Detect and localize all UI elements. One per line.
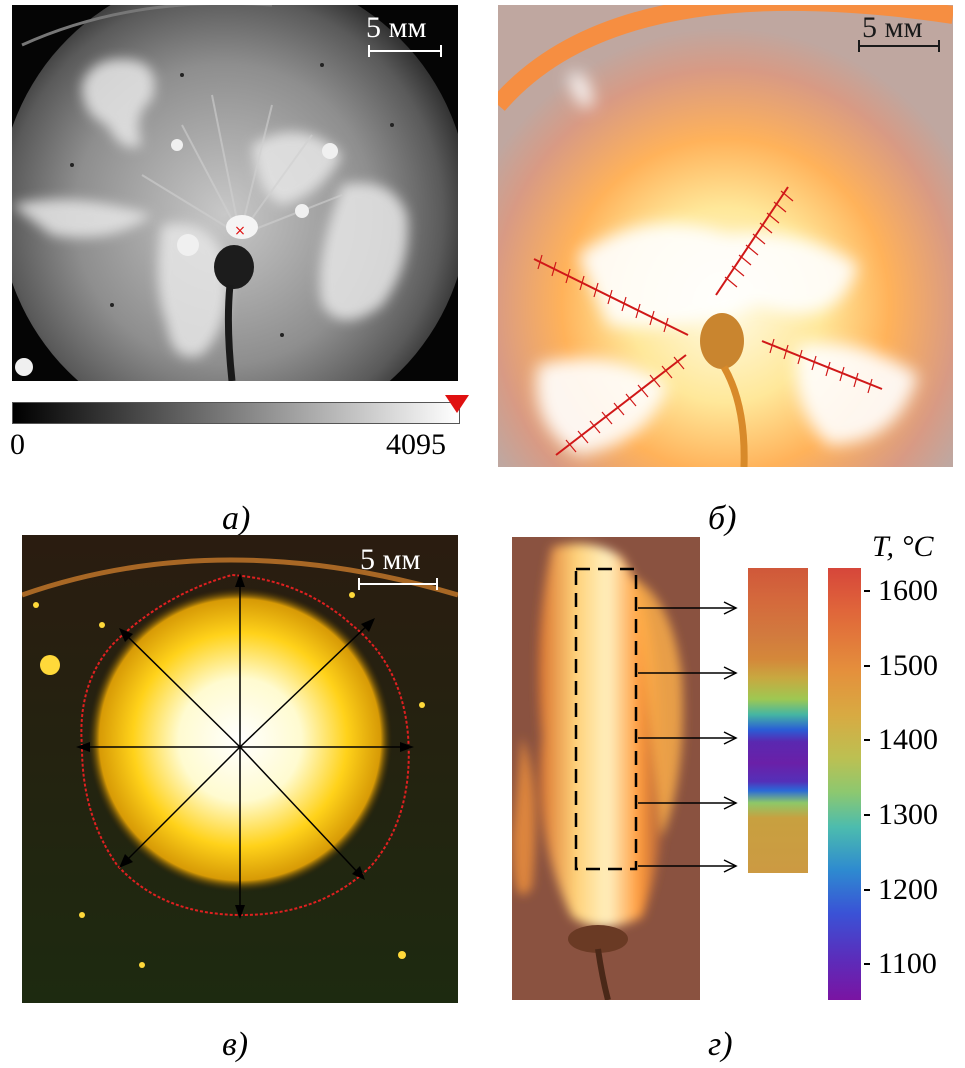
panel-b-scale-bar — [858, 40, 940, 52]
panel-a-caption: а) — [222, 500, 251, 537]
panel-b-caption: б) — [708, 500, 737, 537]
center-marker-icon: × — [234, 223, 246, 239]
panel-b-image — [498, 5, 953, 467]
panel-v-caption: в) — [222, 1026, 249, 1063]
colorbar-tick: 1100 — [878, 947, 937, 980]
panel-v-scale-label: 5 мм — [360, 543, 421, 576]
panel-g-arrows — [638, 601, 738, 873]
panel-g-temperature-colorbar — [828, 568, 861, 1000]
panel-g-colorbar-ticks: 1600 1500 1400 1300 1200 1100 — [864, 568, 964, 1000]
panel-g-caption: г) — [708, 1026, 733, 1063]
colorbar-tick: 1500 — [878, 649, 938, 682]
panel-g-temperature-strip — [748, 568, 808, 873]
panel-g-colorbar-title: T, °C — [872, 530, 934, 563]
colorbar-tick: 1300 — [878, 798, 938, 831]
panel-g-image — [512, 537, 700, 1000]
panel-a-colorbar-min: 0 — [10, 428, 25, 461]
colorbar-tick: 1400 — [878, 723, 938, 756]
colorbar-tick: 1200 — [878, 873, 938, 906]
panel-a-image: × — [12, 5, 458, 381]
panel-a-grayscale-colorbar — [12, 402, 460, 424]
panel-a-scale-label: 5 мм — [366, 11, 427, 44]
panel-a-colorbar-max: 4095 — [386, 428, 446, 461]
colorbar-tick: 1600 — [878, 574, 938, 607]
panel-b-scale-label: 5 мм — [862, 11, 923, 44]
panel-v-image — [22, 535, 458, 1003]
colorbar-max-marker-icon — [445, 395, 469, 413]
panel-a-scale-bar — [368, 45, 442, 57]
panel-v-scale-bar — [358, 578, 438, 590]
